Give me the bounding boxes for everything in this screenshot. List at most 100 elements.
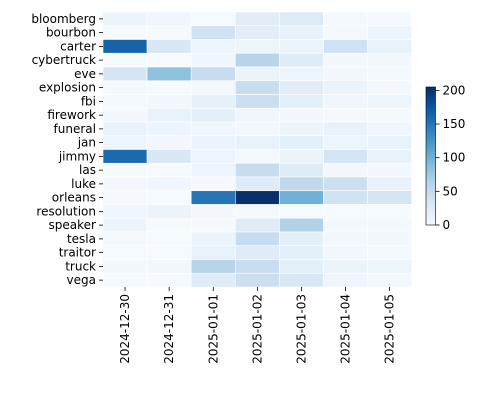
colorbar-tick-label: 100 [443,151,466,165]
heatmap-cell [146,190,192,205]
y-tick-label: carter [60,39,96,53]
heatmap-cell [146,204,192,219]
heatmap-cell [279,94,324,109]
heatmap-cell [235,162,280,178]
y-tick-label: eve [74,67,96,81]
heatmap-cell [367,121,413,137]
heatmap-cell [102,135,148,150]
colorbar-segment [426,158,436,162]
heatmap-cell [279,52,324,68]
colorbar-segment [426,172,436,175]
colorbar: 0 50 100 150 200 [425,83,466,232]
heatmap-cell [367,259,413,274]
y-tick-label: cybertruck [32,53,96,67]
heatmap-cell [146,245,192,260]
colorbar-segment [426,139,436,143]
heatmap-cell [102,66,148,82]
heatmap-cell [102,190,148,205]
heatmap-cell [146,66,192,82]
heatmap-cell [190,162,236,178]
heatmap-cell [190,204,236,219]
heatmap-cell [190,190,236,205]
colorbar-segment [426,100,436,104]
colorbar-segment [426,185,436,189]
heatmap-cell [190,25,236,40]
heatmap-cell [367,272,413,288]
heatmap-cell [190,121,236,137]
colorbar-segment [426,190,436,194]
colorbar-segment [426,174,436,178]
heatmap-cell [235,66,280,82]
heatmap-cell [190,11,236,27]
heatmap-cell [279,217,324,233]
heatmap-cell [190,176,236,192]
heatmap-cell [367,80,413,95]
colorbar-segment [426,130,436,134]
heatmap-cell [279,11,324,27]
colorbar-segment [426,220,436,224]
heatmap-cell [190,66,236,82]
colorbar-tick-label: 200 [443,83,466,97]
colorbar-segment [426,119,436,122]
heatmap-cell [235,11,280,27]
heatmap-cell [279,231,324,247]
colorbar-segment [426,112,436,116]
heatmap-cell [235,231,280,247]
heatmap-cell [235,52,280,68]
heatmap-cell [323,245,368,260]
heatmap-cell [190,149,236,164]
colorbar-segment [426,192,436,196]
y-tick-label: explosion [39,81,96,95]
heatmap-cell [279,204,324,219]
colorbar-segment [426,105,436,109]
heatmap-cell [146,11,192,27]
heatmap-cell [323,80,368,95]
colorbar-segment [426,151,436,155]
heatmap-cell [102,52,148,68]
x-axis: 2024-12-30 2024-12-31 2025-01-01 2025-01-02… [118,287,397,364]
colorbar-segment [426,167,436,171]
colorbar-segment [426,93,436,97]
heatmap-cell [279,259,324,274]
heatmap-cell [235,190,280,205]
heatmap-cell [367,176,413,192]
heatmap-cell [323,52,368,68]
heatmap-cell [367,245,413,260]
y-tick-label: fbi [81,94,96,108]
colorbar-segment [426,144,436,148]
heatmap-cell [190,94,236,109]
heatmap-cell [146,272,192,288]
colorbar-segment [426,213,436,217]
heatmap-cell [367,94,413,109]
x-tick-label: 2025-01-04 [339,294,353,364]
heatmap-cell [367,25,413,40]
colorbar-segment [426,135,436,139]
heatmap-cell [323,162,368,178]
colorbar-tick-label: 150 [443,117,466,131]
heatmap-cell [146,135,192,150]
y-tick-label: resolution [36,204,96,218]
colorbar-segment [426,165,436,168]
colorbar-segment [426,202,436,205]
heatmap-cell [323,107,368,123]
heatmap-cell [235,217,280,233]
heatmap-cell [146,94,192,109]
colorbar-segment [426,146,436,150]
heatmap-cell [102,80,148,95]
heatmap-cell [190,245,236,260]
colorbar-segment [426,123,436,127]
heatmap-cell [323,94,368,109]
heatmap-cell [102,25,148,40]
colorbar-segment [426,137,436,141]
colorbar-segment [426,133,436,136]
heatmap-cell [323,176,368,192]
colorbar-segment [426,96,436,99]
heatmap-cell [323,217,368,233]
colorbar-segment [426,126,436,129]
heatmap-cell [279,80,324,95]
y-tick-label: orleans [52,191,96,205]
heatmap-cell [323,135,368,150]
heatmap-cell [146,25,192,40]
x-tick-label: 2024-12-30 [118,294,132,364]
colorbar-segment [426,218,436,221]
